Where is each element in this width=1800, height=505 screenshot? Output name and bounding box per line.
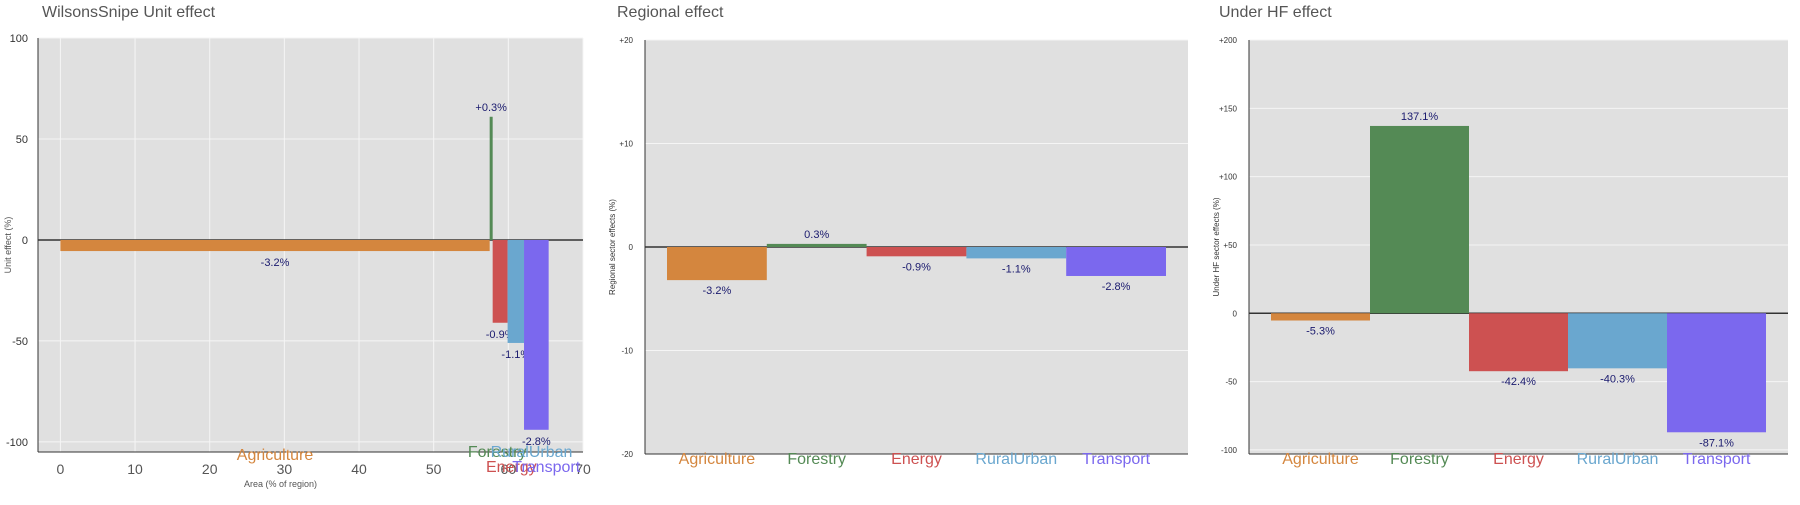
y-tick-label: -50 [12, 336, 28, 348]
data-label: 0.3% [804, 229, 829, 241]
y-tick-label: 0 [1233, 309, 1238, 318]
category-label-transport: Transport [512, 459, 580, 476]
data-label: 137.1% [1401, 111, 1439, 123]
category-label-forestry: Forestry [787, 451, 846, 468]
bar-ruralurban [507, 239, 525, 343]
data-label: -87.1% [1699, 437, 1734, 449]
data-label: -3.2% [703, 285, 732, 297]
bar-ruralurban [966, 247, 1067, 259]
category-label-forestry: Forestry [1390, 451, 1449, 468]
regional-effect-chart: -20 -10 0 +10 +20 Regional sector effects (%)… [608, 36, 1188, 468]
x-tick-label: 60 [501, 461, 517, 477]
bar-agriculture [60, 239, 490, 252]
y-tick-label: +150 [1219, 104, 1238, 113]
x-tick-label: 40 [351, 461, 367, 477]
x-tick-label: 20 [202, 461, 218, 477]
y-tick-label: -50 [1225, 378, 1237, 387]
regional-effect-title: Regional effect [617, 4, 724, 21]
category-label-transport: Transport [1082, 451, 1150, 468]
y-axis-title: Unit effect (%) [3, 217, 13, 274]
bar-transport [1667, 313, 1766, 433]
bar-transport [1066, 247, 1166, 276]
category-label-ruralurban: RuralUrban [975, 451, 1057, 468]
bar-forestry [766, 243, 867, 247]
x-axis-title: Area (% of region) [244, 479, 317, 489]
category-label-ruralurban: RuralUrban [491, 444, 573, 461]
y-axis-title: Under HF sector effects (%) [1212, 197, 1221, 296]
y-tick-label: 50 [16, 134, 28, 146]
category-label-ruralurban: RuralUrban [1577, 451, 1659, 468]
data-label: -2.8% [1102, 281, 1131, 293]
bar-agriculture [1271, 313, 1370, 321]
category-label-energy: Energy [891, 451, 942, 468]
data-label: -5.3% [1306, 326, 1335, 338]
x-tick-label: 70 [575, 461, 591, 477]
data-label: -40.3% [1600, 373, 1635, 385]
regional-effect-panel: Regional effect -20 -10 0 +10 +20 Regional se… [600, 0, 1200, 500]
category-label-agriculture: Agriculture [1282, 451, 1359, 468]
data-label: -42.4% [1501, 376, 1536, 388]
y-tick-label: -100 [6, 437, 28, 449]
y-tick-label: +100 [1219, 173, 1238, 182]
y-tick-label: -20 [621, 450, 633, 459]
data-label: -1.1% [1002, 263, 1031, 275]
bar-energy [1469, 313, 1568, 372]
bar-energy [492, 239, 508, 323]
under-hf-effect-chart: -100 -50 0 +50 +100 +150 +200 Under HF sector e… [1212, 36, 1788, 468]
y-tick-label: +10 [619, 140, 633, 149]
data-label: +0.3% [475, 102, 507, 114]
data-label: -1.1% [501, 349, 530, 361]
bar-ruralurban [1568, 313, 1667, 369]
y-tick-label: 0 [22, 235, 28, 247]
category-label-energy: Energy [1493, 451, 1544, 468]
bar-transport [524, 239, 549, 430]
y-tick-label: 100 [10, 33, 28, 45]
category-label-transport: Transport [1683, 451, 1751, 468]
x-tick-label: 0 [56, 461, 64, 477]
y-axis-title: Regional sector effects (%) [608, 199, 617, 295]
y-tick-label: +200 [1219, 36, 1238, 45]
y-tick-label: -100 [1221, 446, 1238, 455]
bar-forestry [1370, 125, 1469, 314]
category-label-forestry: Forestry [468, 444, 527, 461]
y-tick-label: +50 [1223, 241, 1237, 250]
unit-effect-chart: -100 -50 0 50 100 0 10 20 30 40 50 60 70 Area (% of r… [3, 33, 591, 489]
y-tick-label: 0 [629, 243, 634, 252]
unit-effect-panel: WilsonsSnipe Unit effect -100 -50 0 50 100 0 1… [0, 0, 600, 500]
x-tick-label: 50 [426, 461, 442, 477]
data-label: -3.2% [261, 257, 290, 269]
x-tick-label: 30 [277, 461, 293, 477]
x-tick-label: 10 [127, 461, 143, 477]
bar-agriculture [667, 247, 767, 281]
category-label-agriculture: Agriculture [679, 451, 756, 468]
bar-forestry [489, 116, 493, 240]
bar-energy [866, 247, 967, 257]
y-tick-label: +20 [619, 36, 633, 45]
under-hf-effect-panel: Under HF effect -100 -50 0 +50 +100 +150 +200 U… [1200, 0, 1800, 500]
category-label-agriculture: Agriculture [237, 447, 314, 464]
data-label: -2.8% [522, 436, 551, 448]
y-tick-label: -10 [621, 347, 633, 356]
data-label: -0.9% [902, 261, 931, 273]
unit-effect-title: WilsonsSnipe Unit effect [42, 4, 216, 21]
under-hf-effect-title: Under HF effect [1219, 4, 1332, 21]
data-label: -0.9% [486, 329, 515, 341]
category-label-energy: Energy [486, 459, 537, 476]
